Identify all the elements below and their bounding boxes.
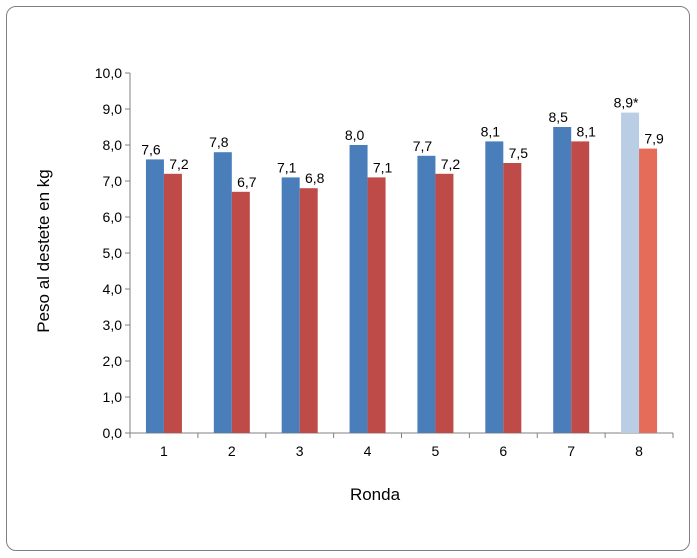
bar-series-2 bbox=[639, 148, 658, 433]
data-label-series-2: 7,1 bbox=[373, 159, 393, 175]
data-label-series-2: 6,8 bbox=[305, 170, 325, 186]
data-label-series-1: 8,0 bbox=[345, 127, 365, 143]
y-tick-label: 10,0 bbox=[95, 65, 122, 81]
x-tick-label: 1 bbox=[160, 443, 168, 459]
bar-series-1 bbox=[485, 141, 504, 433]
y-tick-label: 7,0 bbox=[103, 173, 123, 189]
x-tick-label: 4 bbox=[364, 443, 372, 459]
bar-series-2 bbox=[299, 188, 318, 433]
x-axis-title: Ronda bbox=[350, 485, 401, 504]
y-tick-label: 3,0 bbox=[103, 317, 123, 333]
y-tick-label: 8,0 bbox=[103, 137, 123, 153]
bar-series-1 bbox=[281, 177, 300, 433]
bar-series-2 bbox=[367, 177, 386, 433]
bar-series-1 bbox=[417, 155, 436, 434]
y-axis-title: Peso al destete en kg bbox=[34, 169, 53, 333]
data-labels: 7,6 7,2 7,8 6,7 7,1 6,8 8,0 7,1 7,7 7,2 8,1 7,5 8,5 8… bbox=[141, 95, 664, 190]
y-tick-label: 0,0 bbox=[103, 425, 123, 441]
y-tick-label: 5,0 bbox=[103, 245, 123, 261]
data-label-series-2: 7,2 bbox=[441, 156, 461, 172]
data-label-series-2: 7,5 bbox=[509, 145, 529, 161]
bar-series-1 bbox=[553, 127, 572, 433]
y-tick-label: 1,0 bbox=[103, 389, 123, 405]
bar-series-2 bbox=[503, 163, 522, 433]
bar-series-2 bbox=[571, 141, 590, 433]
bar-series-1 bbox=[145, 159, 164, 433]
data-label-series-1: 8,5 bbox=[548, 109, 568, 125]
bar-series-2 bbox=[231, 191, 250, 433]
data-label-series-1: 7,8 bbox=[209, 134, 229, 150]
x-tick-label: 3 bbox=[296, 443, 304, 459]
y-tick-label: 4,0 bbox=[103, 281, 123, 297]
y-tick-label: 9,0 bbox=[103, 101, 123, 117]
data-label-series-1: 8,1 bbox=[481, 123, 501, 139]
bar-series-1 bbox=[213, 152, 232, 433]
bar-series-1 bbox=[621, 112, 640, 433]
data-label-series-1: 8,9* bbox=[614, 95, 639, 111]
x-tick-label: 6 bbox=[499, 443, 507, 459]
bar-series-2 bbox=[163, 173, 182, 434]
data-label-series-1: 7,7 bbox=[413, 138, 433, 154]
y-tick-labels: 0,0 1,0 2,0 3,0 4,0 5,0 6,0 7,0 8,0 9,0 10,0 bbox=[95, 65, 122, 441]
chart-bars bbox=[145, 112, 658, 434]
data-label-series-2: 6,7 bbox=[237, 174, 257, 190]
data-label-series-2: 7,9 bbox=[644, 131, 664, 147]
y-tick-label: 6,0 bbox=[103, 209, 123, 225]
x-tick-label: 7 bbox=[567, 443, 575, 459]
x-tick-label: 8 bbox=[635, 443, 643, 459]
data-label-series-1: 7,6 bbox=[141, 141, 161, 157]
y-tick-label: 2,0 bbox=[103, 353, 123, 369]
data-label-series-2: 8,1 bbox=[576, 123, 596, 139]
x-tick-label: 2 bbox=[228, 443, 236, 459]
bar-series-2 bbox=[435, 173, 454, 434]
data-label-series-1: 7,1 bbox=[277, 159, 297, 175]
bar-series-1 bbox=[349, 145, 368, 433]
data-label-series-2: 7,2 bbox=[169, 156, 189, 172]
x-tick-labels: 1 2 3 4 5 6 7 8 bbox=[160, 443, 643, 459]
x-tick-label: 5 bbox=[432, 443, 440, 459]
